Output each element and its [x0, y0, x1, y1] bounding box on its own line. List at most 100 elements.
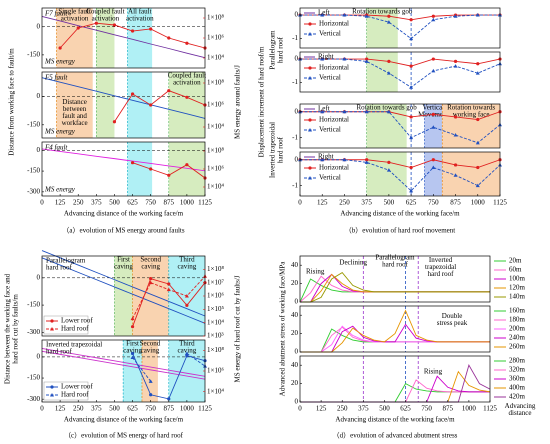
marker — [453, 14, 458, 18]
marker — [130, 161, 135, 165]
panel-frame — [299, 103, 501, 149]
marker — [409, 135, 414, 140]
marker — [475, 71, 480, 75]
marker — [453, 163, 458, 167]
marker — [112, 120, 117, 124]
legend-label: 320m — [509, 366, 526, 374]
y-tick-label: 20 — [291, 329, 299, 337]
x-tick-label: 625 — [127, 405, 138, 413]
y2-tick-label: 1×10⁶ — [207, 165, 224, 173]
x-tick-label: 125 — [55, 405, 66, 413]
x-tick-label: 125 — [55, 199, 66, 207]
legend-label: Vertical — [319, 174, 341, 182]
marker — [148, 379, 153, 383]
annotation: workface — [62, 119, 88, 127]
y-tick-label: -300 — [27, 328, 40, 336]
x-tick-label: 500 — [379, 405, 390, 413]
region — [127, 72, 153, 138]
caption: （c）evolution of MS energy of hard roof — [64, 432, 184, 440]
region-label: Vertical — [422, 104, 444, 112]
y2-tick-label: 1×10³ — [207, 332, 224, 340]
marker — [453, 115, 458, 119]
marker — [364, 160, 369, 164]
marker — [149, 27, 153, 31]
roof-boundary — [41, 348, 206, 377]
region-label: Coupled fault — [168, 72, 206, 80]
x-tick-label: 1125 — [198, 405, 212, 413]
x-tick-label: 500 — [109, 199, 120, 207]
x-axis-label: Advancing distance of the working face/m — [64, 416, 184, 424]
series-label: MS energy — [44, 128, 76, 136]
y-tick-label: 0 — [37, 273, 41, 281]
x-tick-label: 375 — [358, 405, 369, 413]
x-tick-label: 1125 — [483, 405, 497, 413]
y-tick-label: 20 — [291, 279, 299, 287]
y2-tick-label: 1×10⁶ — [207, 367, 224, 375]
marker — [50, 385, 54, 389]
marker — [167, 89, 171, 93]
y2-tick-label: 1×10⁴ — [207, 318, 224, 326]
marker — [308, 176, 312, 180]
series-line — [300, 58, 501, 88]
x-tick-label: 375 — [91, 405, 102, 413]
caption: （a）evolution of MS energy around faults — [62, 227, 184, 235]
y-tick-label: 0 — [37, 353, 41, 361]
marker — [342, 109, 347, 114]
legend-label: 120m — [509, 284, 526, 292]
legend-label: Hard roof — [61, 325, 89, 333]
marker — [184, 294, 189, 298]
region-label: caving — [178, 347, 197, 355]
marker — [431, 14, 435, 18]
marker — [431, 158, 435, 162]
marker — [409, 85, 414, 89]
y-tick-label: 0 — [37, 22, 41, 30]
y2-tick-label: 1×10⁴ — [207, 123, 224, 131]
legend-label: Horizontal — [319, 64, 349, 72]
marker — [166, 287, 171, 292]
marker — [453, 64, 458, 68]
annotation: Distance — [62, 98, 87, 106]
legend-label: 20m — [509, 257, 522, 265]
marker — [342, 157, 347, 162]
x-tick-label: 125 — [317, 199, 328, 207]
marker — [130, 92, 135, 96]
marker — [308, 128, 312, 132]
region-label: Single fault — [58, 8, 91, 16]
marker — [184, 351, 189, 355]
y-tick-label: 0 — [295, 398, 299, 406]
panel-frame — [299, 151, 501, 197]
group-label: Inverted trapezoidal — [269, 122, 277, 178]
marker — [365, 158, 369, 162]
x-tick-label: 250 — [73, 405, 84, 413]
x-tick-label: 1125 — [198, 199, 212, 207]
y2-tick-label: 1×10⁶ — [207, 292, 224, 300]
marker — [308, 118, 312, 122]
region — [96, 8, 115, 68]
legend-label: Horizontal — [319, 20, 349, 28]
series-line — [300, 271, 490, 303]
region-label: Rotation towards gob — [357, 104, 418, 112]
region-label: working face — [453, 111, 490, 119]
panel-label: hard roof — [46, 348, 73, 356]
y-tick-label: 40 — [291, 361, 299, 369]
legend-label: 420m — [509, 393, 526, 401]
marker — [365, 57, 369, 61]
y-tick-label: 0 — [37, 146, 41, 154]
legend-label: 60m — [509, 266, 522, 274]
marker — [320, 109, 325, 114]
marker — [409, 165, 413, 170]
x-tick-label: 1000 — [180, 405, 195, 413]
legend-label: 360m — [509, 375, 526, 383]
y2-tick-label: 1×10⁵ — [207, 305, 224, 313]
marker — [149, 277, 153, 281]
legend-label: Horizontal — [319, 164, 349, 172]
x-axis-label: Advancing distance of the working face/m — [64, 210, 184, 218]
roof-boundary — [41, 250, 206, 317]
region — [96, 72, 115, 138]
annotation: Rising — [306, 268, 325, 276]
marker — [185, 163, 189, 167]
marker — [130, 29, 135, 33]
x-tick-label: 1000 — [180, 199, 195, 207]
x-tick-label: 250 — [339, 199, 350, 207]
